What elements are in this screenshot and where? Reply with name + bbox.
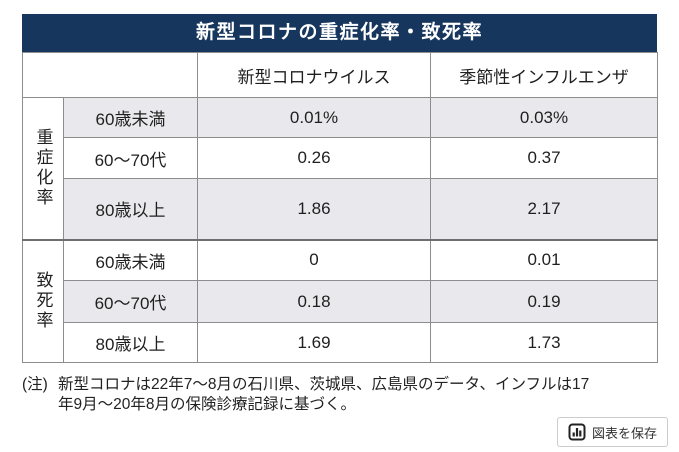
footnote-line-1: 新型コロナは22年7〜8月の石川県、茨城県、広島県のデータ、インフルは17 [58,376,590,393]
footnote-body: 新型コロナは22年7〜8月の石川県、茨城県、広島県のデータ、インフルは17 年9… [58,375,589,415]
age-label: 80歳以上 [63,322,198,363]
covid-value: 0.01% [197,97,431,138]
influenza-value: 0.37 [430,137,658,179]
rates-table: 新型コロナウイルス 季節性インフルエンザ 重症化率 60歳未満 0.01% 0.… [22,52,658,363]
covid-value: 0 [197,238,431,281]
age-label: 60歳未満 [63,97,198,138]
save-button-label: 図表を保存 [591,425,657,441]
footnote-line-2: 年9月〜20年8月の保険診療記録に基づく。 [58,396,356,413]
col-header-influenza: 季節性インフルエンザ [430,52,658,98]
influenza-value: 0.03% [430,97,658,138]
age-label: 60〜70代 [63,280,198,323]
footnote: (注) 新型コロナは22年7〜8月の石川県、茨城県、広島県のデータ、インフルは1… [22,375,657,415]
influenza-value: 2.17 [430,178,658,240]
table-row-fatality-over80: 80歳以上 1.69 1.73 [23,322,658,363]
influenza-value: 1.73 [430,322,658,363]
table-header-row: 新型コロナウイルス 季節性インフルエンザ [22,52,658,98]
col-header-covid: 新型コロナウイルス [197,52,431,98]
covid-rate-figure: 新型コロナの重症化率・致死率 新型コロナウイルス 季節性インフルエンザ 重症化率… [22,14,658,415]
table-row-severity-over80: 80歳以上 1.86 2.17 [23,178,658,240]
corner-cell [22,52,198,98]
covid-value: 0.18 [197,280,431,323]
age-label: 80歳以上 [63,178,198,240]
table-row-severity-60-70: 60〜70代 0.26 0.37 [23,137,658,179]
bar-chart-icon [568,423,586,441]
covid-value: 1.69 [197,322,431,363]
save-figure-button[interactable]: 図表を保存 [556,417,668,447]
table-row-severity-under60: 重症化率 60歳未満 0.01% 0.03% [22,97,658,240]
influenza-value: 0.19 [430,280,658,323]
footnote-prefix: (注) [22,376,48,393]
age-label: 60歳未満 [63,238,198,281]
influenza-value: 0.01 [430,238,658,281]
table-row-fatality-under60: 致死率 60歳未満 0 0.01 [22,238,658,363]
group-label-severity-rate: 重症化率 [22,97,64,240]
covid-value: 0.26 [197,137,431,179]
group-label-fatality-rate: 致死率 [22,238,64,363]
age-label: 60〜70代 [63,137,198,179]
covid-value: 1.86 [197,178,431,240]
table-row-fatality-60-70: 60〜70代 0.18 0.19 [23,280,658,323]
figure-title: 新型コロナの重症化率・致死率 [22,14,657,52]
